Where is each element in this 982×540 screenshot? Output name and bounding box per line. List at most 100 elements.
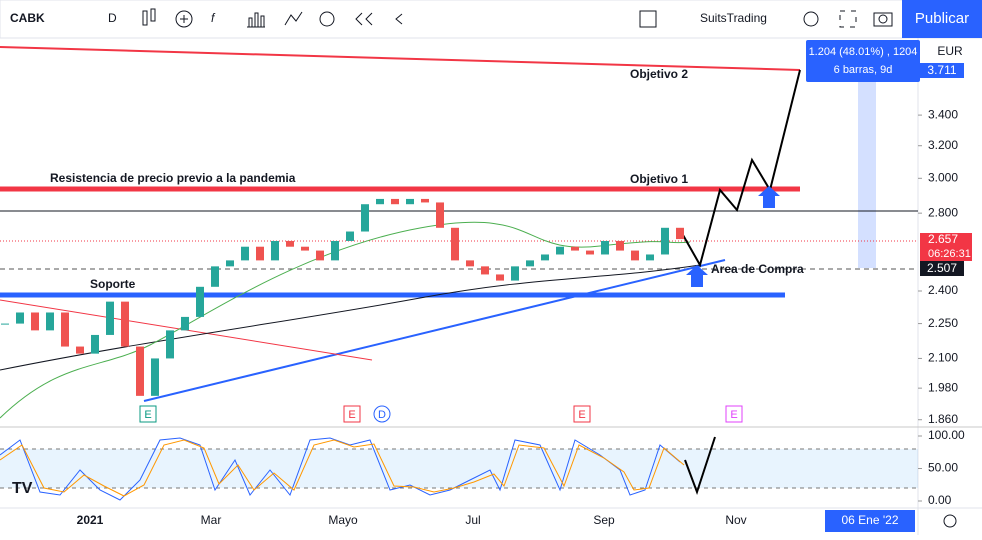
candle <box>601 240 609 255</box>
event-marker <box>573 405 591 423</box>
settings-icon[interactable] <box>943 514 957 528</box>
measure-change: 1.204 (48.01%) , 1204 <box>809 46 918 58</box>
price-tag <box>920 63 964 78</box>
candle <box>556 246 564 255</box>
drawings <box>0 46 918 419</box>
annotation: Objetivo 2 <box>630 67 688 81</box>
candle <box>481 266 489 275</box>
price-tick-label: 3.400 <box>928 107 958 121</box>
time-tick-label: Mar <box>201 513 222 527</box>
candle <box>61 312 69 347</box>
candle <box>676 227 684 240</box>
candle <box>211 266 219 287</box>
candle <box>256 246 264 261</box>
candle <box>331 240 339 261</box>
candle <box>1 323 9 325</box>
candle <box>121 301 129 347</box>
candle <box>136 346 144 396</box>
event-marker <box>373 405 391 423</box>
candle <box>451 227 459 261</box>
event-label: E <box>348 409 355 421</box>
publish-label[interactable]: Publicar <box>915 10 969 27</box>
candle <box>526 260 534 267</box>
event-label: D <box>378 409 386 421</box>
candle <box>91 334 99 354</box>
candle <box>31 312 39 331</box>
price-tick-label: 2.800 <box>928 205 958 219</box>
symbol[interactable]: CABK <box>10 11 45 25</box>
candle <box>466 260 474 267</box>
event-marker <box>725 405 743 423</box>
osc-tick-label: 0.00 <box>928 493 952 507</box>
candle <box>661 227 669 255</box>
candle <box>271 240 279 261</box>
candle <box>226 260 234 267</box>
candle <box>241 246 249 261</box>
price-tick-label: 2.100 <box>928 351 958 365</box>
measure-range <box>858 70 876 268</box>
measure-box <box>806 40 920 82</box>
measure-span: 6 barras, 9d <box>834 64 893 76</box>
candle <box>346 231 354 241</box>
osc-d <box>0 439 685 497</box>
date-tag <box>825 510 915 532</box>
candle <box>571 246 579 251</box>
candle <box>286 240 294 247</box>
candle <box>421 198 429 203</box>
candle <box>301 246 309 251</box>
candle <box>646 254 654 261</box>
candle <box>376 198 384 205</box>
event-label: E <box>144 409 151 421</box>
price-tick-label: 2.250 <box>928 316 958 330</box>
time-tick-label: 2021 <box>77 513 104 527</box>
candle <box>316 250 324 261</box>
annotation: Soporte <box>90 277 136 291</box>
account[interactable]: SuitsTrading <box>700 11 767 25</box>
candle <box>541 254 549 261</box>
fx-icon[interactable]: f <box>211 11 216 25</box>
osc-k <box>0 437 681 501</box>
countdown: 06:26:31 <box>928 248 971 260</box>
annotation: Objetivo 1 <box>630 172 688 186</box>
candle <box>76 346 84 354</box>
candles <box>1 198 684 396</box>
candle <box>151 358 159 396</box>
price-tick-label: 1.860 <box>928 412 958 426</box>
price-tick-label: 2.400 <box>928 283 958 297</box>
candle <box>406 198 414 205</box>
time-tick-label: Nov <box>725 513 746 527</box>
annotation: Resistencia de precio previo a la pandem… <box>50 171 296 185</box>
currency[interactable]: EUR <box>937 44 963 58</box>
cursor-price: 2.507 <box>927 261 957 275</box>
event-marker <box>139 405 157 423</box>
candle <box>196 286 204 317</box>
candle <box>511 266 519 281</box>
osc-drawing <box>684 436 716 496</box>
candle <box>436 202 444 228</box>
candle <box>181 316 189 331</box>
osc-tick-label: 50.00 <box>928 461 958 475</box>
publish-button[interactable] <box>902 0 982 38</box>
candle <box>616 240 624 251</box>
osc-band <box>0 449 918 488</box>
price-tag <box>920 261 964 276</box>
price-tick-label: 3.200 <box>928 138 958 152</box>
candle <box>496 274 504 281</box>
candle <box>46 312 54 331</box>
candle <box>631 250 639 261</box>
event-label: E <box>730 409 737 421</box>
candle <box>586 250 594 255</box>
time-tick-label: Mayo <box>328 513 358 527</box>
event-marker <box>343 405 361 423</box>
time-tick-label: Sep <box>593 513 615 527</box>
interval[interactable]: D <box>108 11 117 25</box>
candle <box>106 301 114 335</box>
candle <box>166 330 174 359</box>
cursor-date: 06 Ene '22 <box>841 513 898 527</box>
target-price: 3.711 <box>927 63 956 77</box>
candle <box>391 198 399 205</box>
osc-tick-label: 100.00 <box>928 428 965 442</box>
price-tick-label: 3.000 <box>928 170 958 184</box>
last-price: 2.657 <box>928 232 958 246</box>
